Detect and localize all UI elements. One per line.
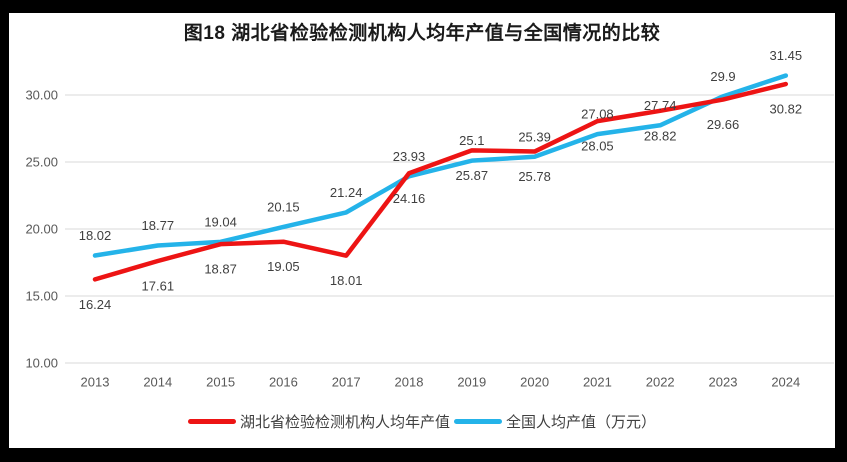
data-label: 25.87 [456,168,489,183]
x-tick-label: 2020 [520,375,549,390]
x-tick-label: 2023 [709,375,738,390]
data-label: 29.9 [710,69,735,84]
data-label: 18.87 [204,262,237,277]
y-tick-label: 20.00 [25,222,58,237]
line-chart: 30.00 25.00 20.00 15.00 10.00 2013 2014 2015 201… [25,48,834,390]
data-label: 27.08 [581,107,614,122]
data-label: 18.02 [79,228,112,243]
hubei-line [92,81,789,282]
x-tick-label: 2024 [771,375,800,390]
data-label: 27.74 [644,98,677,113]
national-line-swatch [454,419,502,424]
chart-legend: 湖北省检验检测机构人均年产值 全国人均产值（万元） [9,411,835,432]
x-tick-label: 2018 [395,375,424,390]
y-tick-label: 25.00 [25,155,58,170]
data-label: 25.78 [518,169,551,184]
legend-item-hubei: 湖北省检验检测机构人均年产值 [187,411,450,432]
y-tick-label: 10.00 [25,356,58,371]
data-label: 19.05 [267,259,300,274]
data-label: 29.66 [707,117,740,132]
hubei-line-swatch [187,419,236,424]
data-label: 18.01 [330,273,363,288]
x-tick-label: 2017 [332,375,361,390]
x-tick-label: 2016 [269,375,298,390]
data-label: 31.45 [770,48,803,63]
data-label: 18.77 [142,218,175,233]
y-tick-label: 30.00 [25,88,58,103]
legend-item-national: 全国人均产值（万元） [454,411,656,432]
x-tick-label: 2021 [583,375,612,390]
data-label: 23.93 [393,149,426,164]
x-tick-label: 2015 [206,375,235,390]
chart-title: 图18 湖北省检验检测机构人均年产值与全国情况的比较 [183,23,661,44]
data-label: 24.16 [393,191,426,206]
chart-area: 图18 湖北省检验检测机构人均年产值与全国情况的比较 30.00 25.00 20.… [9,13,835,448]
legend-label-hubei: 湖北省检验检测机构人均年产值 [239,414,450,431]
national-line [92,73,789,258]
y-tick-label: 15.00 [25,289,58,304]
data-label: 21.24 [330,185,363,200]
data-label: 30.82 [770,102,803,117]
x-tick-label: 2022 [646,375,675,390]
x-tick-label: 2019 [457,375,486,390]
data-label: 25.39 [518,129,551,144]
data-label: 20.15 [267,199,300,214]
x-tick-label: 2013 [81,375,110,390]
data-label: 28.05 [581,139,614,154]
data-label: 17.61 [142,279,175,294]
data-label: 16.24 [79,297,112,312]
data-label: 25.1 [459,133,484,148]
legend-label-national: 全国人均产值（万元） [506,414,657,431]
x-tick-label: 2014 [143,375,172,390]
data-label: 28.82 [644,128,677,143]
data-label: 19.04 [204,214,237,229]
